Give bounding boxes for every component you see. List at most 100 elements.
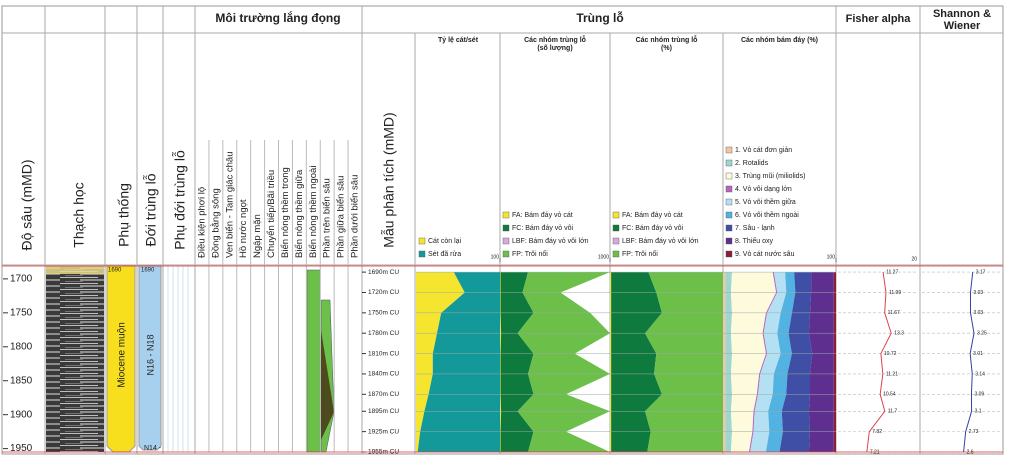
- legend-swatch: [612, 250, 620, 258]
- header-zone: Đới trùng lỗ: [143, 173, 159, 246]
- legend-label: LBF: Bám đáy vỏ vôi lớn: [622, 237, 699, 245]
- env-label: Phần trên biển sâu: [322, 178, 333, 258]
- value-label: 3.09: [974, 392, 984, 398]
- value-label: 10.54: [883, 392, 896, 398]
- env-label: Chuyển tiếp/Bãi triều: [266, 170, 277, 258]
- legend-swatch: [725, 211, 733, 219]
- legend-label: FP: Trôi nổi: [622, 250, 658, 258]
- stacked-area: [833, 272, 836, 452]
- stacked-area: [416, 272, 465, 452]
- sample-label: 1895m CU: [368, 408, 399, 415]
- value-label: 3.17: [976, 269, 986, 275]
- stacked-area: [645, 272, 723, 452]
- env-label: Hồ nước ngọt: [238, 199, 249, 258]
- header-fisher: Fisher alpha: [846, 13, 912, 25]
- environment-band: [306, 269, 321, 453]
- header-environment: Môi trường lắng đọng: [215, 10, 340, 25]
- legend-label: 2. Rotalids: [735, 160, 769, 167]
- grid-frame: [2, 6, 1003, 454]
- sample-label: 1840m CU: [368, 371, 399, 378]
- stacked-area: [750, 272, 787, 452]
- header-shannon: Shannon &: [933, 8, 991, 20]
- env-label: Biển nông thềm giữa: [294, 169, 305, 258]
- value-label: 3.25: [977, 331, 987, 337]
- legend-label: 6. Vỏ vôi thềm ngoài: [735, 210, 799, 219]
- subseries-label: Miocene muộn: [117, 322, 128, 388]
- panel-title: (%): [661, 45, 672, 52]
- depth-tick-label: 1950: [10, 443, 33, 454]
- legend-swatch: [725, 159, 733, 167]
- value-label: 3.1: [975, 409, 982, 415]
- value-label: 11.21: [886, 371, 898, 377]
- legend-swatch: [612, 224, 620, 232]
- legend-swatch: [725, 198, 733, 206]
- legend-label: FA: Bám đáy vỏ cát: [622, 211, 683, 219]
- curve: [963, 272, 975, 453]
- legend-label: 9. Vỏ cát nước sâu: [735, 250, 795, 258]
- legend-swatch: [612, 211, 620, 219]
- depth-tick-label: 1750: [10, 307, 33, 318]
- stacked-area: [730, 272, 777, 452]
- subzone-lines: [167, 266, 189, 452]
- legend-label: FC: Bám đáy vỏ vôi: [622, 224, 684, 232]
- stacked-area: [610, 272, 612, 452]
- stacked-area: [723, 272, 726, 452]
- legend-swatch: [725, 237, 733, 245]
- stacked-area: [500, 272, 534, 452]
- header-depth: Độ sâu (mMD): [19, 159, 35, 250]
- stacked-area: [417, 272, 500, 452]
- legend-label: Cát còn lại: [428, 238, 462, 245]
- lithology: [46, 266, 104, 452]
- curve: [866, 272, 892, 453]
- legend-label: Sét đã rửa: [428, 250, 461, 258]
- header-subseries: Phụ thống: [116, 183, 132, 247]
- x-tick-label: 1000: [598, 254, 609, 260]
- sample-label: 1750m CU: [368, 310, 399, 317]
- legend-label: FP: Trôi nổi: [512, 250, 548, 258]
- value-label: 11.99: [889, 290, 901, 296]
- legend-label: LBF: Bám đáy vỏ vôi lớn: [512, 237, 589, 245]
- zone-top: 1690: [141, 268, 155, 274]
- x-tick-label: 100: [827, 254, 836, 260]
- legend-swatch: [725, 172, 733, 180]
- legend-swatch: [725, 224, 733, 232]
- legend-swatch: [418, 237, 426, 245]
- sample-label: 1780m CU: [368, 330, 399, 337]
- x-tick-label: 20: [911, 256, 917, 262]
- zone-label: N16 - N18: [145, 334, 155, 375]
- legend-swatch: [725, 146, 733, 154]
- env-label: Biển nông thềm trong: [280, 167, 291, 258]
- value-label: 10.72: [884, 351, 897, 357]
- header-foram: Trùng lỗ: [576, 10, 623, 25]
- depth-tick-label: 1700: [10, 274, 33, 285]
- legend-swatch: [725, 250, 733, 258]
- lithology-sand: [46, 266, 104, 274]
- value-label: 2.73: [969, 429, 979, 435]
- env-label: Phần dưới biển sâu: [350, 175, 361, 258]
- sample-label: 1870m CU: [368, 391, 399, 398]
- env-label: Điều kiện phơi lộ: [196, 187, 207, 258]
- header-lithology: Thạch học: [71, 182, 87, 247]
- sample-label: 1690m CU: [368, 269, 399, 276]
- value-label: 7.82: [872, 429, 882, 435]
- depth-tick-label: 1900: [10, 409, 33, 420]
- value-label: 11.7: [888, 409, 898, 415]
- legend-label: 3. Trùng mũi (miliolids): [735, 173, 805, 180]
- value-label: 3.03: [973, 310, 983, 316]
- stacked-area: [725, 272, 733, 452]
- legend-swatch: [502, 224, 510, 232]
- legend-label: FA: Bám đáy vỏ cát: [512, 211, 573, 219]
- legend-swatch: [502, 237, 510, 245]
- stacked-area: [748, 272, 778, 452]
- environment-wedge: [321, 330, 334, 440]
- legend-label: FC: Bám đáy vỏ vôi: [512, 224, 574, 232]
- sample-label: 1720m CU: [368, 289, 399, 296]
- depth-tick-label: 1800: [10, 341, 33, 352]
- env-label: Phần giữa biển sâu: [336, 176, 347, 258]
- legend-swatch: [612, 237, 620, 245]
- legend-label: 1. Vỏ cát đơn giản: [735, 146, 792, 154]
- sample-label: 1810m CU: [368, 350, 399, 357]
- legend-label: 4. Vỏ vôi dạng lớn: [735, 185, 792, 193]
- legend-label: 7. Sâu - lạnh: [735, 225, 775, 232]
